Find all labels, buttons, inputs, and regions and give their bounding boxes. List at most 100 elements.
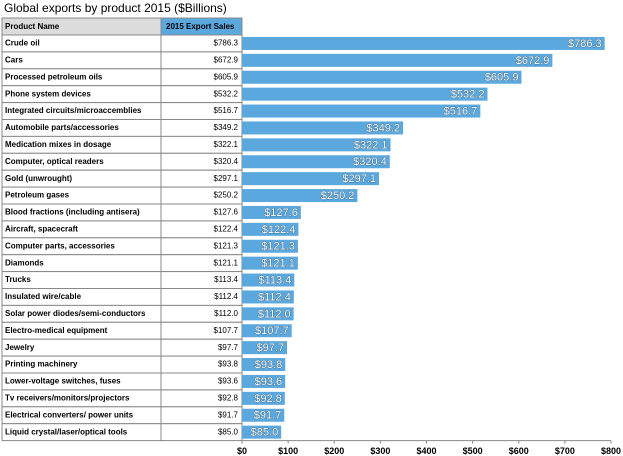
x-tick-label: $0 [237, 446, 247, 456]
bar [242, 324, 292, 338]
product-name: Electro-medical equipment [5, 326, 108, 335]
bar [242, 391, 285, 405]
bar [242, 290, 294, 304]
product-name: Electrical converters/ power units [5, 410, 134, 419]
bar-value-label: $320.4 [353, 156, 387, 168]
bar-value-label: $92.8 [254, 393, 282, 405]
bar-value-label: $605.9 [485, 72, 519, 84]
bar-value-label: $93.8 [255, 359, 283, 371]
product-name: Diamonds [5, 258, 44, 267]
export-value: $672.9 [214, 55, 239, 64]
bar [242, 307, 294, 321]
export-value: $113.4 [214, 275, 238, 284]
product-name: Insulated wire/cable [5, 292, 82, 301]
bar [242, 172, 380, 186]
bar-value-label: $532.2 [451, 89, 485, 101]
bar-value-label: $93.6 [255, 376, 283, 388]
bar-value-label: $297.1 [342, 173, 376, 185]
export-value: $112.0 [214, 309, 238, 318]
export-value: $297.1 [214, 174, 239, 183]
x-tick-label: $100 [278, 446, 298, 456]
product-name: Liquid crystal/laser/optical tools [5, 427, 128, 436]
export-value: $93.6 [218, 377, 239, 386]
product-name: Jewelry [5, 343, 35, 352]
export-value: $516.7 [214, 106, 239, 115]
bar [242, 374, 286, 388]
product-name: Blood fractions (including antisera) [5, 208, 140, 217]
product-name: Phone system devices [5, 89, 91, 98]
bar-value-label: $121.3 [261, 241, 295, 253]
product-name: Crude oil [5, 39, 40, 48]
bar [242, 341, 288, 355]
product-name: Solar power diodes/semi-conductors [5, 309, 146, 318]
export-value: $92.8 [218, 393, 239, 402]
bar [242, 222, 299, 236]
export-value: $121.1 [214, 258, 239, 267]
product-name: Tv receivers/monitors/projectors [5, 393, 130, 402]
export-value: $250.2 [214, 191, 239, 200]
export-value: $605.9 [214, 72, 239, 81]
x-tick-label: $700 [555, 446, 575, 456]
bar-value-label: $91.7 [254, 410, 282, 422]
product-name: Integrated circuits/microaccemblies [5, 106, 142, 115]
bar [242, 205, 301, 219]
bar [242, 155, 390, 169]
x-tick-label: $500 [463, 446, 483, 456]
chart-title: Global exports by product 2015 ($Billion… [4, 1, 227, 15]
product-name: Medication mixes in dosage [5, 140, 112, 149]
bar-value-label: $112.0 [258, 308, 291, 320]
bar-value-label: $127.6 [264, 207, 298, 219]
bar [242, 36, 605, 50]
x-tick-label: $300 [370, 446, 390, 456]
product-name: Petroleum gases [5, 191, 70, 200]
bar [242, 138, 391, 152]
product-name: Computer, optical readers [5, 157, 104, 166]
product-name: Printing machinery [5, 360, 78, 369]
bar-value-label: $322.1 [354, 139, 388, 151]
product-name: Computer parts, accessories [5, 241, 115, 250]
bar [242, 53, 553, 67]
export-value: $320.4 [214, 157, 239, 166]
bar [242, 104, 481, 118]
bar [242, 425, 282, 439]
export-value: $112.4 [214, 292, 238, 301]
bar-value-label: $113.4 [258, 274, 291, 286]
product-name: Cars [5, 55, 23, 64]
bar [242, 70, 522, 84]
bar [242, 256, 298, 270]
x-tick-label: $800 [601, 446, 621, 456]
product-name: Trucks [5, 275, 31, 284]
export-value: $85.0 [218, 427, 239, 436]
bar [242, 87, 488, 101]
bar-value-label: $516.7 [444, 105, 478, 117]
x-tick-label: $200 [324, 446, 344, 456]
bar-value-label: $85.0 [251, 427, 279, 439]
column-header: Product Name [5, 22, 60, 31]
bar-value-label: $250.2 [321, 190, 355, 202]
bar-value-label: $672.9 [516, 55, 550, 67]
bar-value-label: $97.7 [257, 342, 285, 354]
export-value: $107.7 [214, 326, 239, 335]
product-name: Automobile parts/accessories [5, 123, 119, 132]
bar-value-label: $121.1 [261, 258, 295, 270]
bar [242, 273, 295, 287]
export-value: $122.4 [214, 224, 239, 233]
bar [242, 121, 404, 135]
export-value: $127.6 [214, 208, 239, 217]
product-name: Aircraft, spacecraft [5, 224, 78, 233]
bar [242, 239, 298, 253]
bar-value-label: $349.2 [366, 122, 400, 134]
column-header: 2015 Export Sales [166, 22, 235, 31]
table-cell [1, 51, 162, 70]
x-tick-label: $600 [509, 446, 529, 456]
export-value: $93.8 [218, 360, 239, 369]
export-value: $532.2 [214, 89, 239, 98]
export-value: $322.1 [214, 140, 239, 149]
product-name: Lower-voltage switches, fuses [5, 377, 121, 386]
bar-value-label: $107.7 [255, 325, 289, 337]
export-value: $786.3 [214, 39, 239, 48]
bar-value-label: $112.4 [258, 291, 291, 303]
bar-value-label: $786.3 [568, 38, 602, 50]
x-tick-label: $400 [416, 446, 436, 456]
